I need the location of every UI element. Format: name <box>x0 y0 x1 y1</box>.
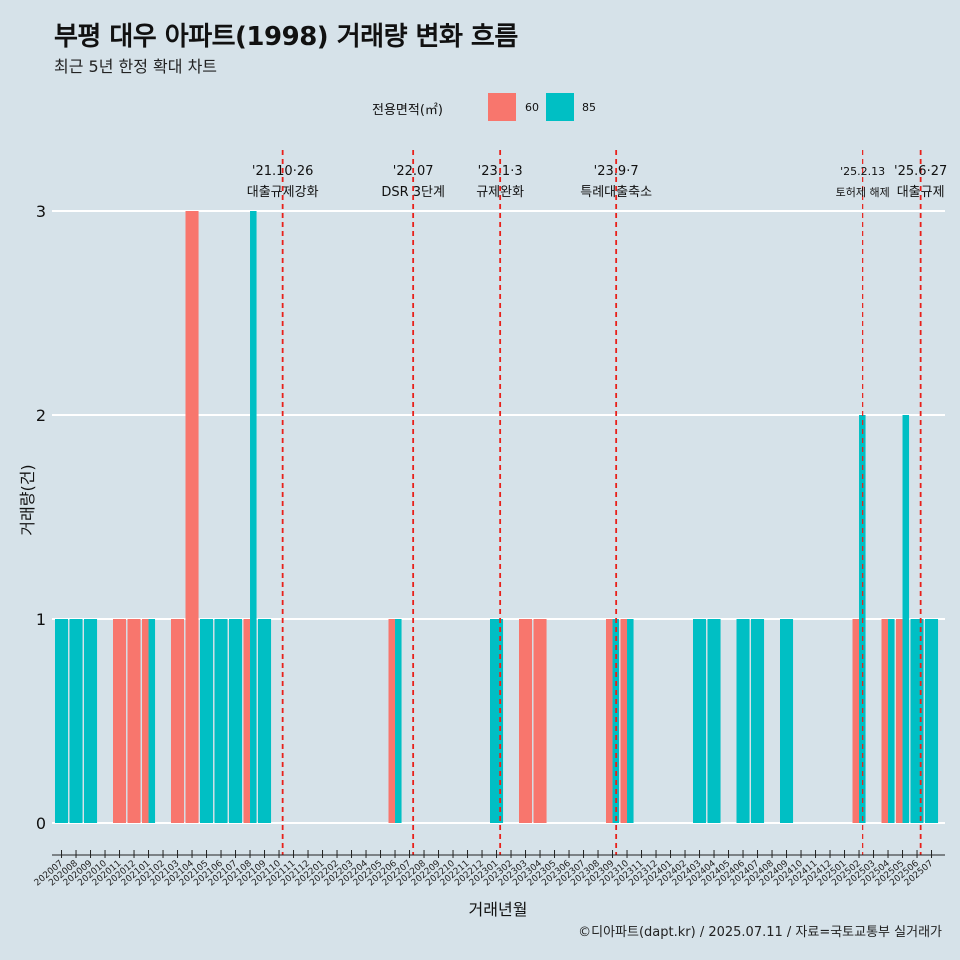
bar-85 <box>258 619 272 823</box>
event-label: DSR 3단계 <box>381 185 445 200</box>
legend-key-60 <box>488 93 516 121</box>
bar-60 <box>519 619 533 823</box>
bar-85 <box>229 619 243 823</box>
bar-85 <box>250 211 257 823</box>
legend-label-85: 85 <box>582 101 596 114</box>
y-tick-label: 1 <box>36 610 46 629</box>
bar-60 <box>142 619 149 823</box>
bar-85 <box>780 619 794 823</box>
bar-60 <box>388 619 396 823</box>
event-label: 대출규제강화 <box>247 185 319 200</box>
bar-85 <box>751 619 765 823</box>
bar-85 <box>693 619 707 823</box>
legend-key-85 <box>546 93 574 121</box>
event-label: 규제완화 <box>476 185 524 200</box>
y-tick-label: 2 <box>36 406 46 425</box>
bar-60 <box>127 619 141 823</box>
bar-85 <box>888 619 895 823</box>
event-date: '25.2.13 <box>840 165 885 178</box>
bar-85 <box>395 619 402 823</box>
bar-85 <box>148 619 156 823</box>
bar-60 <box>185 211 199 823</box>
y-tick-label: 0 <box>36 814 46 833</box>
bar-85 <box>910 619 924 823</box>
bar-85 <box>84 619 98 823</box>
event-label: 특례대출축소 <box>580 185 652 200</box>
bar-85 <box>707 619 721 823</box>
bar-85 <box>925 619 939 823</box>
event-label: 대출규제 <box>897 185 945 200</box>
bar-60 <box>243 619 251 823</box>
bar-85 <box>902 415 910 823</box>
bar-85 <box>200 619 214 823</box>
bar-85 <box>214 619 228 823</box>
event-date: '25.6·27 <box>894 164 947 179</box>
bar-85 <box>627 619 634 823</box>
y-axis-title: 거래량(건) <box>18 464 37 535</box>
bar-60 <box>881 619 889 823</box>
chart-caption: ©디아파트(dapt.kr) / 2025.07.11 / 자료=국토교통부 실… <box>578 925 942 940</box>
event-date: '22.07 <box>393 164 434 179</box>
y-tick-label: 3 <box>36 202 46 221</box>
x-axis-title: 거래년월 <box>469 900 528 919</box>
bar-85 <box>69 619 83 823</box>
bar-85 <box>55 619 69 823</box>
legend: 전용면적(㎡) 60 85 <box>0 93 960 123</box>
chart-subtitle: 최근 5년 한정 확대 차트 <box>54 57 218 76</box>
bar-60 <box>171 619 185 823</box>
bar-60 <box>606 619 613 823</box>
bar-60 <box>620 619 628 823</box>
event-date: '21.10·26 <box>252 164 313 179</box>
bar-60 <box>533 619 547 823</box>
event-label: 토허제 해제 <box>836 185 890 199</box>
bar-60 <box>852 619 860 823</box>
legend-title: 전용면적(㎡) <box>372 103 443 118</box>
bar-60 <box>896 619 903 823</box>
chart-title: 부평 대우 아파트(1998) 거래량 변화 흐름 <box>54 22 518 52</box>
bar-85 <box>490 619 504 823</box>
event-date: '23.1·3 <box>478 164 523 179</box>
bar-85 <box>736 619 750 823</box>
event-date: '23.9·7 <box>594 164 639 179</box>
legend-label-60: 60 <box>525 101 539 114</box>
bar-60 <box>113 619 127 823</box>
